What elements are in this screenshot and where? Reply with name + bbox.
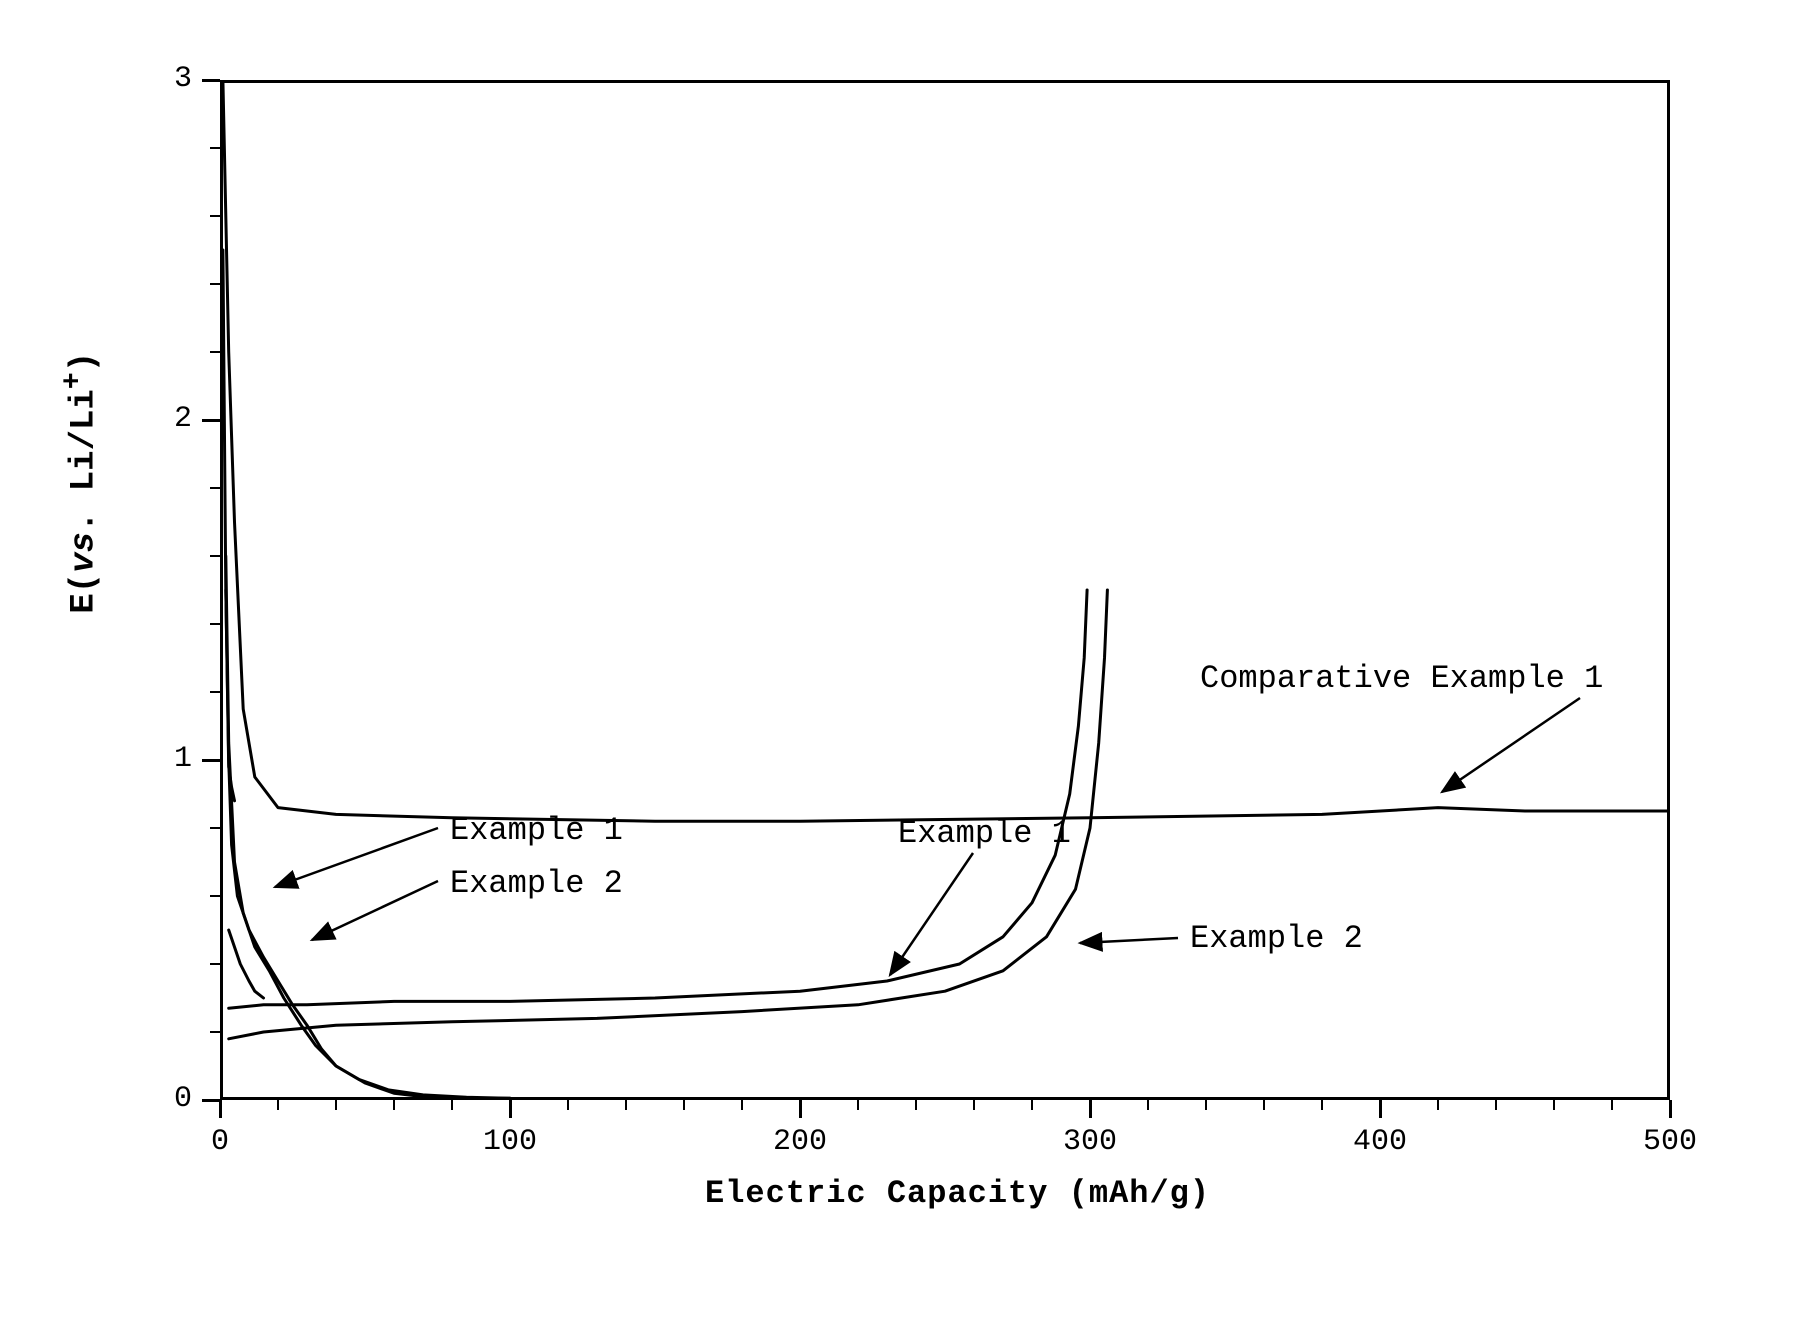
y-tick-label: 1 bbox=[174, 742, 192, 776]
x-tick-label: 400 bbox=[1350, 1125, 1410, 1159]
x-tick-label: 100 bbox=[480, 1125, 540, 1159]
y-tick-minor bbox=[210, 147, 220, 149]
x-tick-major bbox=[799, 1100, 802, 1118]
annotation-example_1_mid: Example 1 bbox=[898, 815, 1071, 852]
x-tick-minor bbox=[277, 1100, 279, 1110]
y-tick-major bbox=[202, 79, 220, 82]
annotation-comparative_example_1: Comparative Example 1 bbox=[1200, 660, 1603, 697]
y-tick-minor bbox=[210, 215, 220, 217]
x-tick-minor bbox=[335, 1100, 337, 1110]
arrow-example_1_top bbox=[275, 828, 438, 887]
y-tick-label: 3 bbox=[174, 62, 192, 96]
arrow-example_1_mid bbox=[890, 853, 973, 975]
x-tick-major bbox=[219, 1100, 222, 1118]
y-tick-minor bbox=[210, 963, 220, 965]
y-tick-minor bbox=[210, 1031, 220, 1033]
y-tick-major bbox=[202, 419, 220, 422]
x-tick-minor bbox=[1611, 1100, 1613, 1110]
x-tick-minor bbox=[1495, 1100, 1497, 1110]
x-tick-minor bbox=[1321, 1100, 1323, 1110]
y-tick-minor bbox=[210, 827, 220, 829]
x-tick-minor bbox=[625, 1100, 627, 1110]
x-tick-minor bbox=[1147, 1100, 1149, 1110]
y-tick-minor bbox=[210, 623, 220, 625]
x-tick-minor bbox=[741, 1100, 743, 1110]
y-tick-minor bbox=[210, 487, 220, 489]
x-tick-minor bbox=[1263, 1100, 1265, 1110]
y-tick-minor bbox=[210, 351, 220, 353]
y-tick-minor bbox=[210, 283, 220, 285]
y-tick-minor bbox=[210, 691, 220, 693]
y-tick-major bbox=[202, 759, 220, 762]
x-tick-label: 500 bbox=[1640, 1125, 1700, 1159]
x-tick-minor bbox=[973, 1100, 975, 1110]
x-tick-major bbox=[1669, 1100, 1672, 1118]
y-tick-major bbox=[202, 1099, 220, 1102]
y-tick-label: 2 bbox=[174, 402, 192, 436]
arrow-example_2_left bbox=[312, 881, 438, 940]
x-tick-minor bbox=[857, 1100, 859, 1110]
x-tick-minor bbox=[1205, 1100, 1207, 1110]
x-tick-minor bbox=[567, 1100, 569, 1110]
x-tick-minor bbox=[915, 1100, 917, 1110]
x-tick-major bbox=[1089, 1100, 1092, 1118]
x-tick-label: 200 bbox=[770, 1125, 830, 1159]
x-tick-minor bbox=[1437, 1100, 1439, 1110]
chart-container: E(vs. Li/Li+) Electric Capacity (mAh/g) … bbox=[20, 20, 1807, 1323]
x-tick-minor bbox=[1031, 1100, 1033, 1110]
x-tick-label: 0 bbox=[190, 1125, 250, 1159]
arrow-example_2_right bbox=[1080, 938, 1178, 943]
x-tick-minor bbox=[1553, 1100, 1555, 1110]
x-tick-minor bbox=[683, 1100, 685, 1110]
x-tick-label: 300 bbox=[1060, 1125, 1120, 1159]
annotation-example_2_right: Example 2 bbox=[1190, 920, 1363, 957]
annotation-example_2_left: Example 2 bbox=[450, 865, 623, 902]
y-tick-minor bbox=[210, 895, 220, 897]
y-tick-minor bbox=[210, 555, 220, 557]
x-axis-label: Electric Capacity (mAh/g) bbox=[705, 1175, 1210, 1212]
annotation-example_1_top: Example 1 bbox=[450, 812, 623, 849]
x-tick-major bbox=[509, 1100, 512, 1118]
arrow-comparative_example_1 bbox=[1442, 698, 1580, 792]
x-tick-minor bbox=[451, 1100, 453, 1110]
y-tick-label: 0 bbox=[174, 1082, 192, 1116]
x-tick-major bbox=[1379, 1100, 1382, 1118]
x-tick-minor bbox=[393, 1100, 395, 1110]
